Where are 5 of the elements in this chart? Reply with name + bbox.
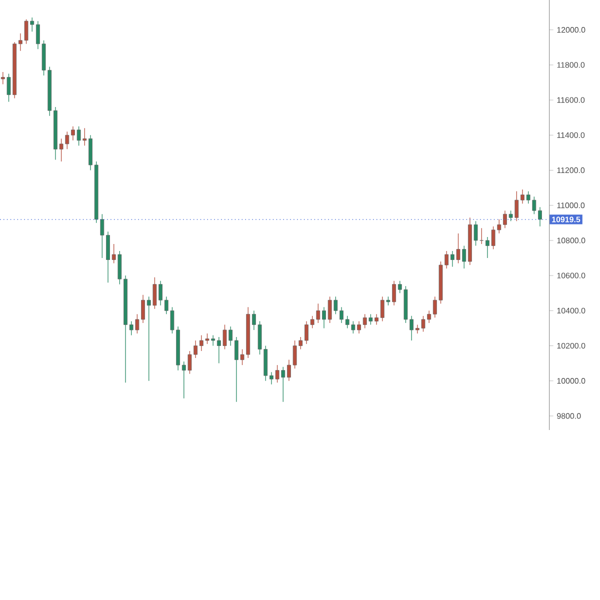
candlestick <box>322 306 326 329</box>
candlestick <box>480 228 484 244</box>
candlestick <box>538 206 542 227</box>
candlestick <box>340 306 344 324</box>
candlestick <box>100 214 104 258</box>
